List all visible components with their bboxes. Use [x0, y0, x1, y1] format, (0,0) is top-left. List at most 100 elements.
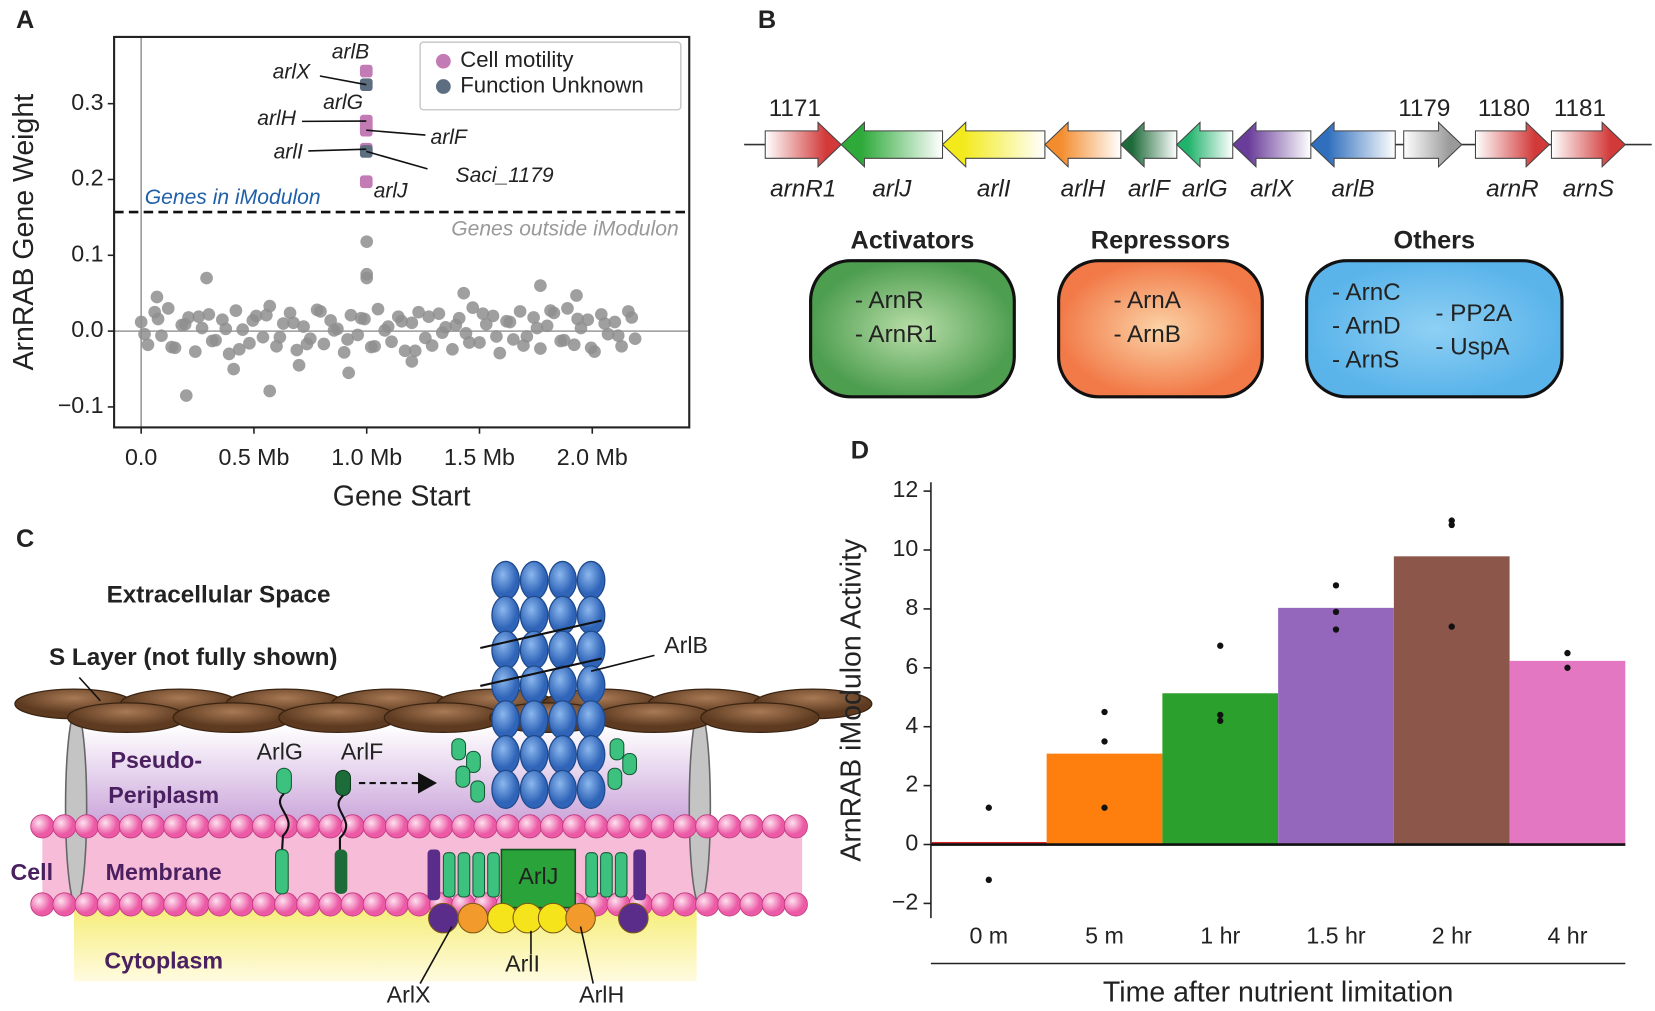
- point: [283, 306, 297, 320]
- x-tick-label: 1.5 hr: [1306, 922, 1366, 948]
- gene-arrow: [1044, 121, 1122, 168]
- regulator-item: - PP2A: [1435, 300, 1513, 327]
- gene-label: arlF: [1128, 175, 1171, 202]
- s-layer-unit: [594, 702, 715, 734]
- filament-subunit: [548, 630, 577, 670]
- motor-subunit: [565, 902, 596, 934]
- arlf-g-helix: [472, 852, 486, 898]
- lipid-head: [318, 814, 343, 839]
- point: [342, 366, 356, 380]
- gene-label: arlJ: [872, 175, 912, 202]
- point: [360, 271, 374, 285]
- gene-label: arlG: [1182, 175, 1228, 202]
- filament-subunit: [519, 769, 549, 810]
- point: [188, 345, 202, 358]
- point: [179, 389, 193, 402]
- point: [195, 321, 209, 335]
- point: [534, 342, 547, 355]
- lipid-head: [118, 892, 144, 917]
- legend-box: [419, 41, 682, 111]
- lipid-head: [141, 892, 166, 917]
- regulator-box: [809, 259, 1016, 399]
- plot-frame: [113, 35, 691, 429]
- region-label: Membrane: [106, 859, 222, 885]
- filament-subunit: [491, 560, 520, 601]
- lipid-head: [407, 814, 432, 839]
- leader-line: [366, 129, 426, 136]
- point: [359, 64, 373, 78]
- point: [598, 317, 612, 330]
- lipid-head: [384, 814, 409, 839]
- replicate-dot: [985, 876, 992, 884]
- replicate-dot: [1217, 642, 1224, 649]
- y-tick-label: −2: [892, 889, 918, 915]
- region-label: Periplasm: [108, 782, 219, 808]
- lipid-head: [717, 892, 742, 917]
- leader-line: [308, 148, 367, 152]
- filament-subunit: [491, 665, 520, 705]
- point: [161, 302, 175, 315]
- gene-locus: 1181: [1554, 95, 1606, 122]
- filament-subunit: [576, 734, 606, 775]
- point: [151, 312, 165, 326]
- regulator-item: - ArnD: [1332, 313, 1401, 340]
- point: [263, 384, 277, 398]
- membrane: [42, 828, 803, 905]
- leader-line: [419, 926, 453, 984]
- point: [354, 311, 368, 325]
- point: [134, 315, 148, 329]
- point: [561, 302, 574, 315]
- point: [229, 304, 243, 317]
- y-tick-label: 0.0: [71, 316, 103, 342]
- point: [260, 308, 273, 322]
- s-layer-unit: [172, 702, 293, 734]
- replicate-dot: [1448, 623, 1455, 630]
- lipid-head: [451, 814, 476, 839]
- regulator-item: - UspA: [1435, 334, 1510, 361]
- point: [446, 342, 459, 356]
- x-tick-label: 1.5 Mb: [444, 444, 515, 470]
- point: [513, 305, 527, 318]
- gene-arrow: [1403, 121, 1463, 168]
- point: [503, 315, 517, 329]
- point-label: Saci_1179: [456, 164, 554, 187]
- point: [359, 175, 373, 189]
- filament-subunit: [548, 700, 577, 740]
- lipid-head: [274, 892, 299, 917]
- x-tick-label: 2 hr: [1432, 922, 1472, 948]
- regulator-title: Activators: [851, 226, 975, 254]
- filament-subunit: [548, 665, 577, 705]
- x-axis-label: Gene Start: [333, 481, 471, 513]
- point: [314, 305, 327, 318]
- point: [625, 311, 639, 324]
- replicate-dot: [1564, 649, 1571, 657]
- filament-subunit: [576, 769, 606, 810]
- point: [435, 326, 449, 339]
- arlfg-pill: [607, 767, 623, 790]
- filament-subunit: [519, 560, 549, 601]
- diagram-shapes: [14, 560, 873, 984]
- point: [200, 271, 213, 285]
- lipid-head: [429, 814, 454, 839]
- point: [395, 314, 409, 328]
- lipid-head: [739, 892, 764, 917]
- region-label: Extracellular Space: [107, 582, 331, 609]
- point: [517, 339, 530, 352]
- lipid-head: [783, 892, 808, 917]
- tether: [337, 794, 348, 871]
- point: [457, 286, 471, 300]
- lipid-head: [229, 814, 254, 839]
- point: [292, 358, 306, 372]
- leader-line: [78, 676, 101, 702]
- filament-subunit: [548, 560, 577, 601]
- point: [368, 339, 381, 353]
- point: [297, 320, 310, 333]
- legend-label: Function Unknown: [460, 72, 644, 97]
- arlj: [500, 848, 577, 909]
- regulator-item: - ArnR: [855, 287, 924, 314]
- point: [141, 338, 155, 352]
- point: [273, 330, 287, 344]
- point: [290, 343, 304, 357]
- lipid-head: [74, 892, 99, 917]
